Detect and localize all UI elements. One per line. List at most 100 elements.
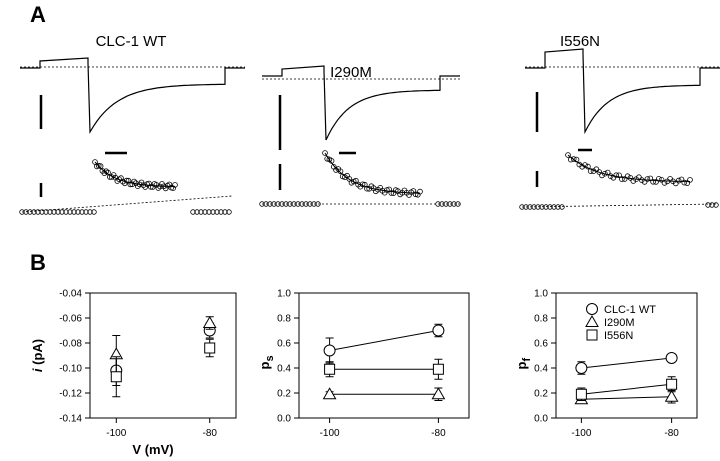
y-tick-label: -0.10 [59, 364, 82, 375]
sample-point [555, 204, 561, 210]
marker-circle [586, 303, 598, 315]
sample-point [198, 209, 204, 215]
y-tick-label: 1.0 [277, 289, 291, 300]
sample-point [705, 202, 711, 208]
sample-point [43, 209, 49, 215]
sample-point [443, 201, 449, 207]
x-tick-label: -100 [320, 428, 340, 439]
trace-i290m: I290M [259, 64, 461, 207]
series-circle [575, 352, 678, 375]
sample-point [384, 187, 390, 193]
sample-point [75, 209, 81, 215]
plot-current: -0.04 -0.06 -0.08 -0.10 -0.12 -0.14 -100 -80 i (… [30, 289, 237, 457]
y-tick-label: -0.12 [59, 389, 82, 400]
sample-point [655, 176, 662, 182]
y-axis-label: pf [514, 358, 533, 370]
sample-point [447, 201, 453, 207]
y-tick-label: -0.08 [59, 339, 82, 350]
sample-point [675, 177, 682, 184]
sample-point [337, 168, 344, 175]
sample-point [412, 191, 419, 198]
y-tick-label: -0.06 [59, 314, 82, 325]
y-tick-label: 1.0 [534, 289, 548, 300]
y-tick-label: 0.2 [277, 389, 291, 400]
sample-point [681, 179, 688, 186]
sample-point [565, 152, 571, 158]
sample-point [226, 209, 232, 215]
baseline-line [521, 203, 717, 208]
legend-label: CLC-1 WT [604, 304, 656, 316]
sample-point [559, 204, 565, 210]
series-line [329, 330, 439, 351]
y-tick-label: -0.14 [59, 414, 82, 425]
series-line [581, 357, 672, 369]
sample-point [295, 201, 301, 207]
sample-point [35, 209, 41, 215]
marker-triangle [585, 314, 599, 327]
sample-point [531, 204, 537, 210]
x-tick-label: -80 [664, 428, 679, 439]
plot-frame [555, 292, 698, 419]
sample-point [148, 184, 154, 190]
sample-point [87, 209, 93, 215]
sample-point [322, 150, 328, 156]
sample-point [658, 177, 665, 183]
sample-point [616, 172, 622, 179]
sample-point [709, 202, 715, 208]
macroscopic-current-trace [525, 48, 720, 135]
sample-point [275, 201, 281, 207]
sample-point [613, 172, 619, 179]
sample-point [653, 179, 659, 185]
sample-point [271, 201, 277, 207]
plot-frame [298, 292, 470, 419]
y-tick-label: 0.8 [277, 314, 291, 325]
sample-point [263, 201, 269, 207]
sample-point [172, 182, 178, 188]
panel-a-letter: A [30, 2, 46, 27]
marker-circle [665, 352, 678, 364]
sample-point [535, 204, 541, 210]
sample-point [202, 209, 208, 215]
sample-point [364, 185, 370, 192]
y-tick-label: 0.0 [534, 414, 548, 425]
sample-point [123, 177, 130, 184]
sample-point [451, 201, 457, 207]
sample-point [647, 175, 654, 182]
marker-square [110, 371, 122, 383]
sample-point [287, 201, 293, 207]
trace-i556n: I556N [519, 33, 720, 210]
trace-title-clc1-wt: CLC-1 WT [96, 33, 167, 50]
sample-point [194, 209, 200, 215]
sample-point [299, 201, 305, 207]
series-triangle [322, 387, 446, 401]
sample-point [39, 209, 45, 215]
series-triangle [109, 315, 217, 374]
sample-point [267, 201, 273, 207]
sample-point [547, 204, 553, 210]
fit-curve [94, 161, 175, 187]
x-tick-label: -100 [106, 428, 126, 439]
sample-point [279, 201, 285, 207]
y-tick-label: 0.8 [534, 314, 548, 325]
sample-point [214, 209, 220, 215]
series-line [581, 396, 672, 400]
macroscopic-current-trace [20, 57, 245, 135]
series-square [110, 338, 216, 398]
sample-point [47, 209, 53, 215]
sample-point [67, 209, 73, 215]
sample-point [570, 156, 577, 162]
sample-point [435, 201, 441, 207]
marker-circle [575, 362, 588, 374]
y-tick-label: 0.2 [534, 389, 548, 400]
x-tick-label: -80 [202, 428, 217, 439]
marker-triangle [322, 387, 337, 400]
sample-point [455, 201, 461, 207]
y-tick-label: 0.0 [277, 414, 291, 425]
sample-point [621, 176, 628, 182]
legend-label: I290M [604, 317, 635, 329]
y-axis-label: ps [257, 355, 276, 369]
sample-point [153, 182, 160, 188]
sample-point [206, 209, 212, 215]
